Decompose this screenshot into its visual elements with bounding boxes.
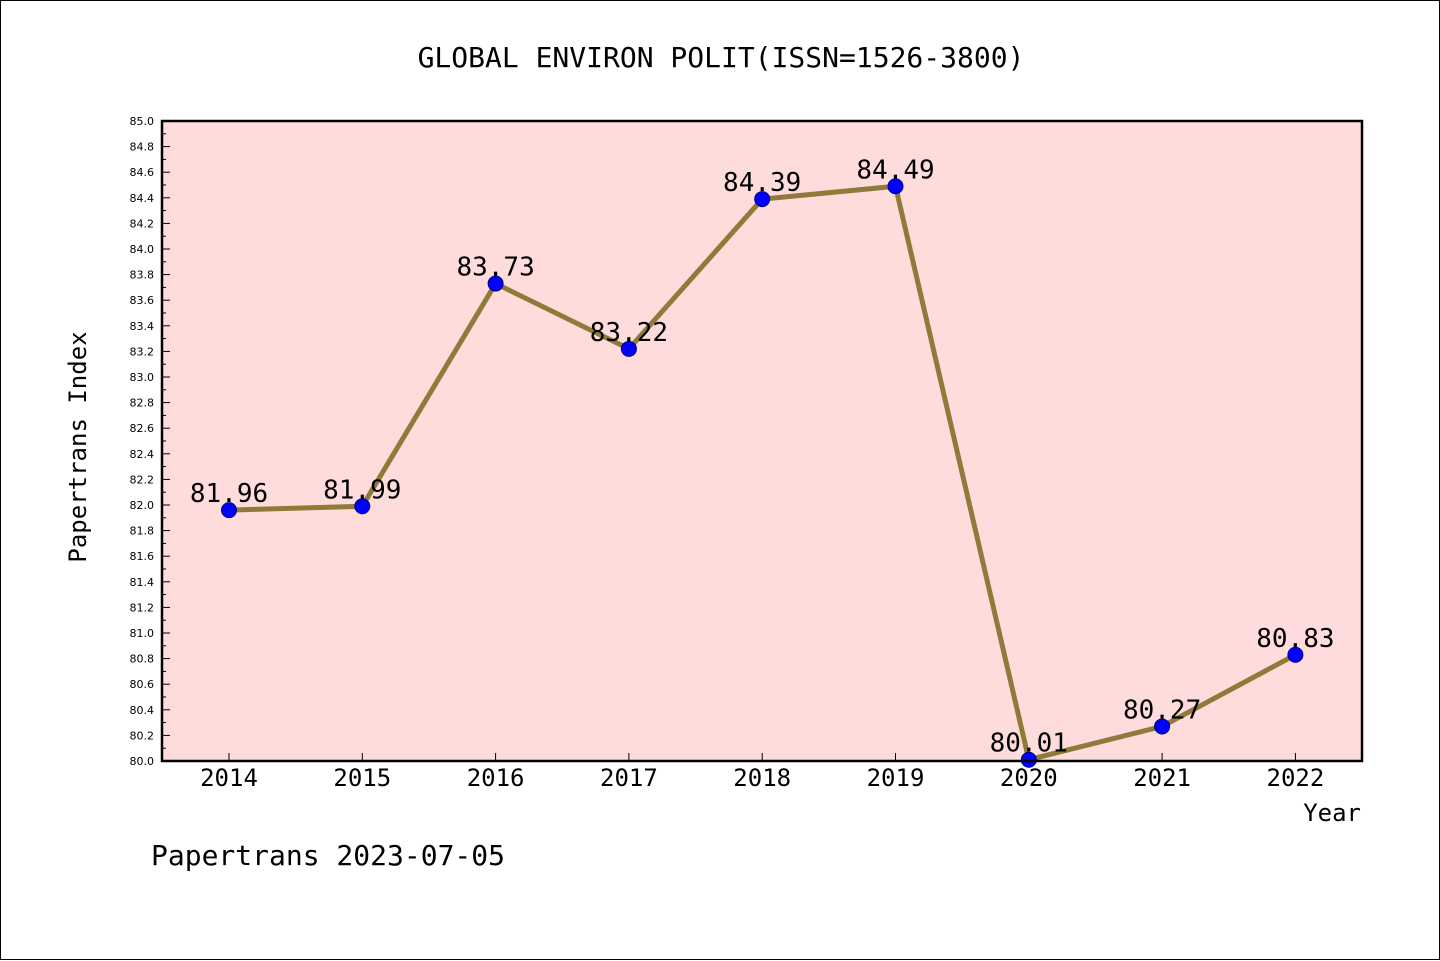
y-tick-label: 83.4: [130, 320, 155, 333]
data-point: [1287, 646, 1304, 663]
y-axis-label: Papertrans Index: [64, 331, 92, 562]
y-tick-label: 84.2: [130, 217, 155, 230]
data-label: 84.39: [723, 168, 801, 198]
y-tick-label: 83.2: [130, 345, 155, 358]
y-tick-label: 84.4: [130, 192, 155, 205]
x-tick-label: 2015: [333, 764, 391, 792]
y-tick-label: 81.8: [130, 525, 155, 538]
y-tick-label: 80.0: [130, 755, 155, 768]
y-axis-ticks: 80.0 80.2 80.4 80.6 80.8 81.0 81.2 81.4 81.6 81.8…: [130, 115, 170, 768]
x-tick-label: 2021: [1133, 764, 1191, 792]
x-axis-ticks: 2014 2015 2016 2017 2018 2019 2020 2021 2022: [200, 753, 1324, 792]
x-tick-label: 2022: [1267, 764, 1325, 792]
y-tick-label: 81.2: [130, 601, 155, 614]
y-tick-label: 84.8: [130, 141, 155, 154]
data-label: 81.99: [323, 475, 401, 505]
y-tick-label: 85.0: [130, 115, 155, 128]
y-tick-label: 82.2: [130, 473, 155, 486]
y-tick-label: 83.6: [130, 294, 155, 307]
data-labels: 81.96 81.99 83.73 83.22 84.39 84.49 80.01 80.27…: [190, 155, 1335, 758]
y-tick-label: 81.6: [130, 550, 155, 563]
y-tick-label: 84.6: [130, 166, 155, 179]
y-tick-label: 82.4: [130, 448, 155, 461]
data-label: 84.49: [856, 155, 934, 185]
data-label: 80.83: [1256, 624, 1334, 654]
data-point: [1154, 718, 1171, 735]
plot-border: [160, 119, 1364, 763]
x-tick-label: 2019: [867, 764, 925, 792]
data-label: 80.27: [1123, 695, 1201, 725]
y-tick-label: 82.6: [130, 422, 155, 435]
series-layer: [221, 178, 1304, 768]
data-label: 83.73: [456, 253, 534, 283]
x-axis-label: Year: [1303, 799, 1361, 827]
x-tick-label: 2017: [600, 764, 658, 792]
x-tick-label: 2014: [200, 764, 258, 792]
y-tick-label: 80.2: [130, 729, 155, 742]
data-point: [487, 275, 504, 292]
y-tick-label: 81.4: [130, 576, 155, 589]
data-point: [221, 502, 237, 519]
data-label: 81.96: [190, 479, 268, 509]
x-tick-label: 2016: [467, 764, 525, 792]
plot-area: [162, 121, 1362, 761]
y-tick-label: 83.0: [130, 371, 155, 384]
y-tick-label: 81.0: [130, 627, 155, 640]
y-tick-label: 82.0: [130, 499, 155, 512]
footer-date: Papertrans 2023-07-05: [151, 839, 505, 872]
data-point: [754, 191, 771, 208]
x-tick-label: 2018: [733, 764, 791, 792]
y-tick-label: 80.6: [130, 678, 155, 691]
data-label: 80.01: [990, 729, 1068, 759]
y-tick-label: 82.8: [130, 397, 155, 410]
y-tick-label: 83.8: [130, 269, 155, 282]
y-tick-label: 80.4: [130, 704, 155, 717]
data-point: [887, 178, 904, 195]
data-point: [1020, 751, 1037, 768]
y-tick-label: 80.8: [130, 653, 155, 666]
x-tick-label: 2020: [1000, 764, 1058, 792]
data-point: [620, 340, 637, 357]
data-label: 83.22: [590, 318, 668, 348]
chart-title: GLOBAL ENVIRON POLIT(ISSN=1526-3800): [418, 41, 1025, 74]
y-tick-label: 84.0: [130, 243, 155, 256]
data-point: [354, 498, 371, 515]
